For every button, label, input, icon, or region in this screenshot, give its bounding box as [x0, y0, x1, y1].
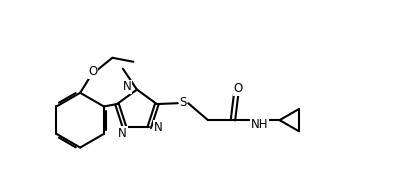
Text: N: N	[123, 80, 131, 93]
Text: O: O	[88, 65, 98, 78]
Text: NH: NH	[251, 118, 268, 131]
Text: N: N	[153, 121, 162, 134]
Text: O: O	[233, 82, 242, 95]
Text: N: N	[118, 127, 127, 139]
Text: S: S	[179, 96, 186, 109]
